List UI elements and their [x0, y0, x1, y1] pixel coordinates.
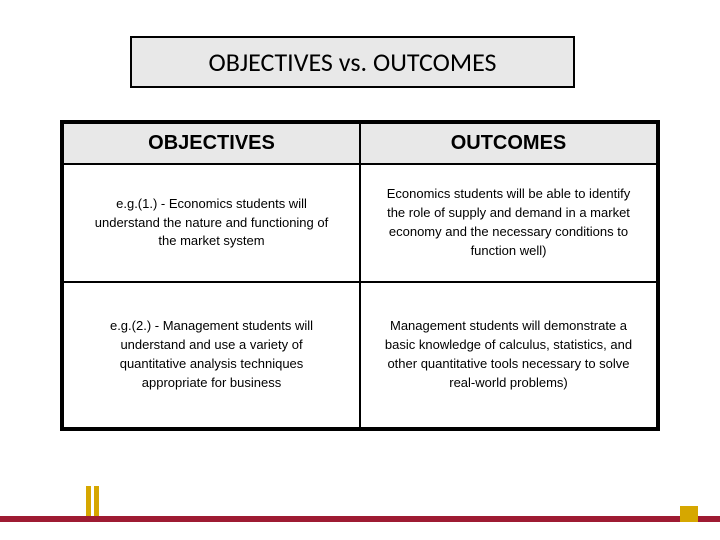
footer-accent-block — [680, 506, 698, 522]
table-header-row: OBJECTIVES OUTCOMES — [63, 123, 657, 164]
accent-bar — [86, 486, 91, 516]
footer-divider — [0, 516, 720, 522]
accent-bar — [94, 486, 99, 516]
slide-title: OBJECTIVES vs. OUTCOMES — [130, 36, 575, 88]
cell-objective-2: e.g.(2.) - Management students will unde… — [63, 282, 360, 428]
header-objectives: OBJECTIVES — [63, 123, 360, 164]
footer-accent-bars — [86, 486, 100, 516]
comparison-table-container: OBJECTIVES OUTCOMES e.g.(1.) - Economics… — [60, 120, 660, 431]
comparison-table: OBJECTIVES OUTCOMES e.g.(1.) - Economics… — [62, 122, 658, 429]
cell-objective-1: e.g.(1.) - Economics students will under… — [63, 164, 360, 282]
header-outcomes: OUTCOMES — [360, 123, 657, 164]
table-row: e.g.(1.) - Economics students will under… — [63, 164, 657, 282]
cell-outcome-1: Economics students will be able to ident… — [360, 164, 657, 282]
cell-outcome-2: Management students will demonstrate a b… — [360, 282, 657, 428]
table-row: e.g.(2.) - Management students will unde… — [63, 282, 657, 428]
